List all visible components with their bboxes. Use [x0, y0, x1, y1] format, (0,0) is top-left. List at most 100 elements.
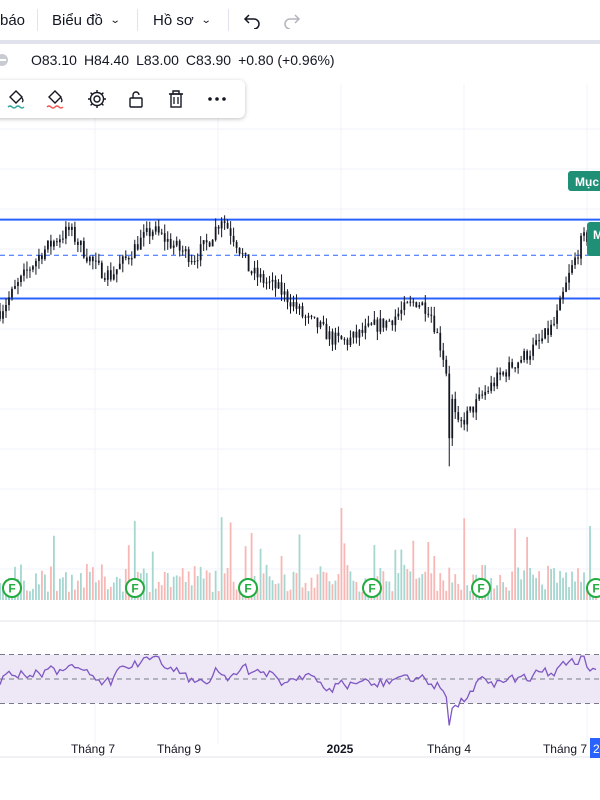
- candle-body: [565, 282, 567, 292]
- candle-body: [181, 250, 184, 252]
- volume-bar: [499, 574, 502, 600]
- volume-bar: [172, 576, 175, 600]
- volume-bar: [514, 528, 517, 600]
- candle-body: [400, 309, 403, 314]
- candle-body: [169, 239, 172, 248]
- candle-body: [32, 266, 34, 270]
- candle-body: [73, 226, 76, 242]
- candle-body: [44, 249, 46, 260]
- price-chart[interactable]: Mục M F F F F F F Tháng 7 Tháng 9 2025 Tháng 4 Tháng…: [0, 44, 600, 800]
- volume-bar: [79, 573, 82, 600]
- candle-body: [457, 412, 460, 420]
- candle-body: [79, 241, 82, 245]
- event-marker-f[interactable]: [125, 578, 145, 598]
- candle-body: [265, 282, 268, 284]
- volume-bar: [166, 572, 169, 600]
- candle-body: [133, 244, 136, 259]
- candle-body: [163, 233, 166, 242]
- event-marker-f[interactable]: [362, 578, 382, 598]
- candle-body: [58, 239, 61, 243]
- volume-bar: [391, 591, 394, 600]
- candle-body: [38, 255, 40, 262]
- volume-bar: [214, 570, 217, 600]
- chevron-down-icon: ⌄: [200, 14, 212, 26]
- candle-body: [145, 228, 148, 232]
- volume-bar: [310, 577, 313, 600]
- candle-body: [556, 310, 558, 324]
- event-marker-f[interactable]: [586, 578, 600, 598]
- candle-body: [370, 323, 373, 325]
- settings-button[interactable]: [85, 87, 109, 111]
- volume-bar: [64, 572, 67, 600]
- candle-body: [379, 318, 382, 332]
- volume-bar: [175, 575, 178, 600]
- volume-bar: [460, 589, 463, 600]
- candle-body: [142, 231, 145, 238]
- volume-bar: [20, 564, 22, 600]
- volume-bar: [565, 572, 567, 600]
- candle-body: [475, 399, 478, 413]
- volume-bar: [85, 564, 88, 600]
- volume-bar: [415, 578, 418, 600]
- candle-body: [301, 306, 304, 317]
- volume-bar: [109, 586, 112, 600]
- volume-bar: [307, 591, 310, 600]
- toolbar-divider: [137, 9, 138, 31]
- candle-body: [229, 228, 232, 236]
- volume-bar: [463, 518, 466, 600]
- lock-button[interactable]: [124, 87, 148, 111]
- candle-body: [397, 313, 400, 317]
- event-marker-f[interactable]: [238, 578, 258, 598]
- candle-body: [283, 291, 286, 295]
- candle-body: [541, 338, 543, 342]
- redo-button[interactable]: [283, 0, 301, 40]
- candle-body: [526, 351, 529, 360]
- volume-bar: [397, 573, 400, 600]
- more-button[interactable]: [205, 87, 229, 111]
- volume-bar: [163, 571, 166, 600]
- candle-body: [574, 257, 576, 266]
- chart-menu-label: Biểu đồ: [52, 11, 103, 29]
- volume-bar: [292, 571, 295, 600]
- candle-body: [451, 398, 454, 439]
- volume-bar: [47, 591, 49, 600]
- chart-menu-button[interactable]: Biểu đồ ⌄: [52, 0, 121, 40]
- current-date-marker: [590, 738, 600, 758]
- candle-body: [139, 237, 142, 250]
- candle-body: [280, 282, 283, 295]
- volume-bar: [271, 580, 274, 600]
- collapse-legend-icon[interactable]: [0, 54, 8, 66]
- paint-bucket-red-icon: [46, 90, 64, 109]
- candle-body: [5, 304, 7, 312]
- line-color-button[interactable]: [43, 87, 67, 111]
- volume-bar: [505, 587, 508, 600]
- more-icon: [208, 97, 226, 101]
- candle-body: [190, 261, 193, 263]
- event-marker-f[interactable]: [471, 578, 491, 598]
- candle-body: [388, 320, 391, 322]
- fill-color-button[interactable]: [4, 87, 28, 111]
- candle-body: [331, 331, 334, 345]
- candle-body: [118, 263, 121, 270]
- alert-button[interactable]: báo: [0, 0, 25, 40]
- profile-menu-button[interactable]: Hồ sơ ⌄: [153, 0, 212, 40]
- volume-bar: [322, 571, 325, 600]
- delete-button[interactable]: [164, 87, 188, 111]
- candle-body: [304, 316, 307, 318]
- candle-body: [211, 239, 214, 247]
- volume-bar: [340, 508, 343, 600]
- volume-bar: [547, 565, 549, 600]
- volume-bar: [325, 572, 328, 600]
- ohlc-legend: O83.10 H84.40 L83.00 C83.90 +0.80 (+0.96…: [0, 50, 600, 70]
- chevron-down-icon: ⌄: [109, 14, 121, 26]
- volume-bar: [106, 589, 109, 600]
- undo-button[interactable]: [243, 0, 261, 40]
- paint-bucket-green-icon: [7, 90, 25, 109]
- candle-body: [184, 249, 187, 252]
- volume-bar: [220, 517, 223, 600]
- candle-body: [334, 332, 337, 345]
- event-marker-f[interactable]: [2, 578, 22, 598]
- candle-body: [35, 261, 37, 267]
- candle-body: [64, 226, 67, 239]
- volume-bar: [91, 567, 94, 600]
